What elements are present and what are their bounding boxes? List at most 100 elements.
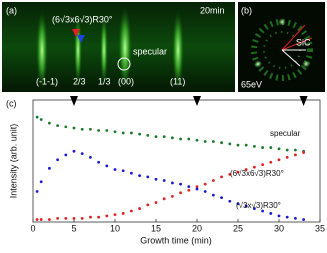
data-point: [146, 203, 150, 207]
data-point: [171, 194, 174, 198]
data-point: [294, 153, 297, 157]
data-point: [220, 141, 224, 145]
data-point: [236, 170, 240, 174]
series-label: (6√3x6√3)R30°: [230, 169, 284, 178]
series-label: (√3x√3)R30°: [236, 201, 281, 210]
data-point: [212, 140, 215, 143]
data-point: [48, 121, 51, 125]
data-point: [203, 182, 207, 186]
x-tick-label: 15: [151, 223, 161, 233]
data-point: [187, 137, 191, 141]
data-point: [48, 166, 51, 170]
streak: [74, 14, 82, 86]
data-point: [179, 137, 183, 141]
leed-panel: (b) SiC 65eV: [238, 2, 325, 92]
data-point: [138, 132, 142, 136]
data-point: [261, 146, 264, 149]
specular-circle: [117, 57, 131, 71]
x-tick-label: 30: [274, 223, 284, 233]
y-axis-label: Intensity (arb. unit): [8, 124, 18, 199]
data-point: [72, 149, 76, 153]
data-point: [39, 118, 43, 121]
data-point: [236, 202, 240, 206]
streak: [100, 14, 108, 86]
data-point: [146, 175, 150, 179]
data-point: [64, 153, 68, 157]
data-point: [113, 130, 117, 134]
reconstruction-label: (6√3x6√3)R30°: [52, 14, 113, 24]
spot: [254, 60, 262, 68]
streak-label: (00): [118, 76, 134, 86]
time-arrow: [193, 96, 201, 106]
data-point: [105, 164, 109, 168]
data-point: [35, 190, 39, 193]
data-point: [80, 216, 84, 220]
data-point: [277, 158, 281, 162]
data-point: [56, 158, 59, 162]
data-point: [121, 212, 125, 215]
data-point: [171, 136, 174, 140]
data-point: [179, 191, 183, 195]
data-point: [97, 129, 100, 132]
substrate-label: SiC: [296, 37, 311, 47]
data-point: [146, 133, 150, 137]
data-point: [56, 124, 59, 128]
data-point: [269, 146, 273, 149]
data-point: [212, 179, 215, 182]
data-point: [228, 199, 232, 203]
data-point: [130, 131, 133, 135]
data-point: [171, 181, 174, 185]
data-point: [89, 127, 92, 131]
data-point: [130, 171, 133, 175]
data-point: [105, 214, 109, 218]
arrow: [281, 24, 306, 51]
x-tick-label: 25: [233, 223, 243, 233]
rheed-panel: (a) 20min (6√3x6√3)R30° specular (-1-1) …: [2, 2, 235, 92]
data-point: [162, 135, 166, 139]
data-point: [113, 213, 117, 217]
data-point: [203, 190, 207, 193]
data-point: [220, 175, 224, 179]
specular-label: specular: [133, 46, 167, 56]
data-point: [244, 168, 248, 171]
data-point: [35, 115, 39, 119]
data-point: [212, 193, 215, 197]
streak-label: 1/3: [98, 76, 111, 86]
data-point: [285, 215, 289, 219]
data-point: [56, 216, 59, 220]
data-point: [39, 218, 43, 221]
data-point: [35, 218, 39, 221]
data-point: [72, 126, 76, 130]
plot-frame: [32, 99, 321, 223]
data-point: [121, 169, 125, 173]
data-point: [253, 144, 256, 148]
data-point: [121, 131, 125, 135]
x-tick-label: 20: [192, 223, 202, 233]
panel-label: (a): [6, 5, 17, 15]
data-point: [138, 174, 142, 178]
data-point: [228, 142, 232, 146]
data-point: [277, 214, 281, 218]
arrow: [281, 37, 313, 51]
data-point: [187, 188, 191, 192]
x-tick-label: 0: [30, 223, 35, 233]
data-point: [80, 127, 84, 131]
data-point: [244, 143, 248, 147]
series-label: specular: [270, 129, 301, 138]
data-point: [89, 155, 92, 159]
x-tick-label: 35: [315, 223, 325, 233]
data-point: [97, 160, 100, 164]
streak-label: (11): [170, 76, 185, 86]
x-tick-label: 10: [110, 223, 120, 233]
arrow: [281, 49, 301, 67]
data-point: [261, 209, 264, 213]
panel-label: (c): [6, 98, 17, 108]
data-point: [80, 152, 84, 156]
data-point: [236, 143, 240, 147]
blue-marker: [77, 35, 85, 43]
data-point: [154, 135, 158, 139]
spot-ring: [251, 19, 313, 81]
energy-label: 65eV: [241, 79, 262, 89]
time-arrow: [299, 96, 308, 106]
data-point: [269, 212, 273, 215]
